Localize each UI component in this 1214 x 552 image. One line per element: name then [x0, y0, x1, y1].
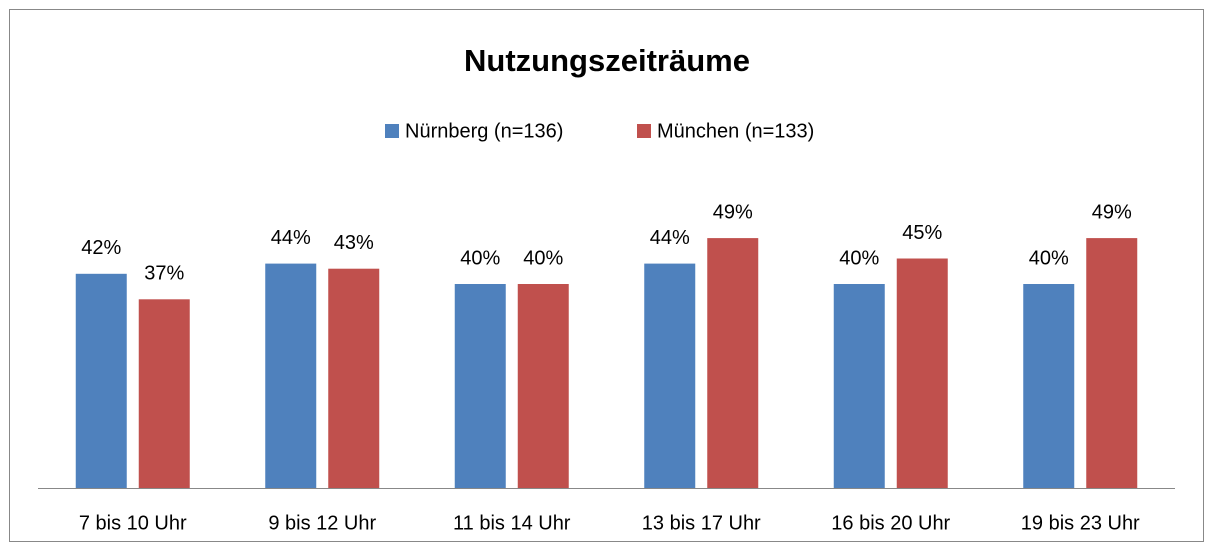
data-label: 44%: [650, 227, 690, 249]
bar: [896, 258, 948, 488]
data-label: 43%: [334, 232, 374, 254]
chart-border: [9, 9, 1204, 542]
bar: [328, 268, 380, 488]
bar: [138, 299, 190, 488]
data-label: 49%: [713, 201, 753, 223]
legend-label: Nürnberg (n=136): [405, 120, 563, 142]
bar: [833, 284, 885, 488]
chart-title: Nutzungszeiträume: [464, 43, 750, 78]
data-label: 42%: [81, 237, 121, 259]
legend-swatch: [385, 124, 399, 138]
x-tick-label: 9 bis 12 Uhr: [268, 512, 376, 534]
legend-label: München (n=133): [657, 120, 814, 142]
bar: [644, 263, 696, 488]
bar: [707, 238, 759, 488]
data-label: 40%: [1029, 247, 1069, 269]
bar: [454, 284, 506, 488]
data-label: 44%: [271, 227, 311, 249]
legend-swatch: [637, 124, 651, 138]
bar: [517, 284, 569, 488]
data-label: 40%: [839, 247, 879, 269]
bar: [75, 273, 127, 488]
x-tick-label: 13 bis 17 Uhr: [642, 512, 761, 534]
x-tick-label: 16 bis 20 Uhr: [831, 512, 950, 534]
data-label: 40%: [460, 247, 500, 269]
data-label: 37%: [144, 263, 184, 285]
bar: [265, 263, 317, 488]
x-tick-label: 19 bis 23 Uhr: [1021, 512, 1140, 534]
data-label: 45%: [902, 222, 942, 244]
bar: [1086, 238, 1138, 488]
bar: [1023, 284, 1075, 488]
x-tick-label: 11 bis 14 Uhr: [453, 512, 571, 534]
data-label: 49%: [1092, 201, 1132, 223]
data-label: 40%: [523, 247, 563, 269]
x-tick-label: 7 bis 10 Uhr: [79, 512, 187, 534]
